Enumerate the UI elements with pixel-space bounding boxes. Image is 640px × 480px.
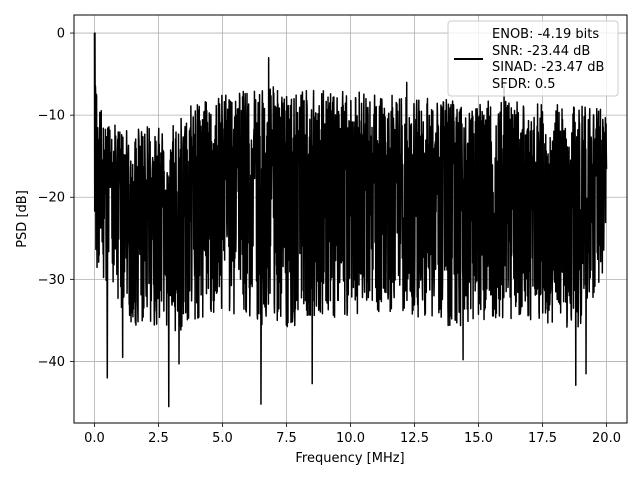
y-tick-label: 0 — [57, 27, 65, 42]
x-tick-label: 5.0 — [212, 431, 233, 446]
x-axis-label: Frequency [MHz] — [295, 451, 404, 466]
legend-entry-snr: SNR: -23.44 dB — [492, 44, 590, 59]
psd-trace — [93, 32, 608, 408]
x-tick-label: 10.0 — [336, 431, 365, 446]
y-tick-label: −40 — [38, 355, 65, 370]
x-tick-label: 0.0 — [84, 431, 105, 446]
x-tick-label: 17.5 — [528, 431, 557, 446]
legend-box — [447, 20, 619, 97]
x-tick-label: 20.0 — [592, 431, 621, 446]
y-tick-label: −30 — [38, 273, 65, 288]
y-tick-label: −10 — [38, 109, 65, 124]
axis-ticks: 0.0 2.5 5.0 7.5 10.0 12.5 15.0 17.5 20.0 0 −10 −20 −… — [38, 27, 621, 446]
x-tick-label: 2.5 — [148, 431, 169, 446]
legend-entry-enob: ENOB: -4.19 bits — [492, 27, 599, 42]
legend-entry-sinad: SINAD: -23.47 dB — [492, 60, 604, 75]
y-axis-label: PSD [dB] — [15, 190, 30, 248]
y-tick-label: −20 — [38, 191, 65, 206]
legend: ENOB: -4.19 bits SNR: -23.44 dB SINAD: -… — [447, 20, 619, 97]
psd-series-line — [93, 32, 608, 408]
legend-entry-sfdr: SFDR: 0.5 — [492, 77, 556, 92]
x-tick-label: 15.0 — [464, 431, 493, 446]
x-tick-label: 12.5 — [400, 431, 429, 446]
x-tick-label: 7.5 — [276, 431, 297, 446]
